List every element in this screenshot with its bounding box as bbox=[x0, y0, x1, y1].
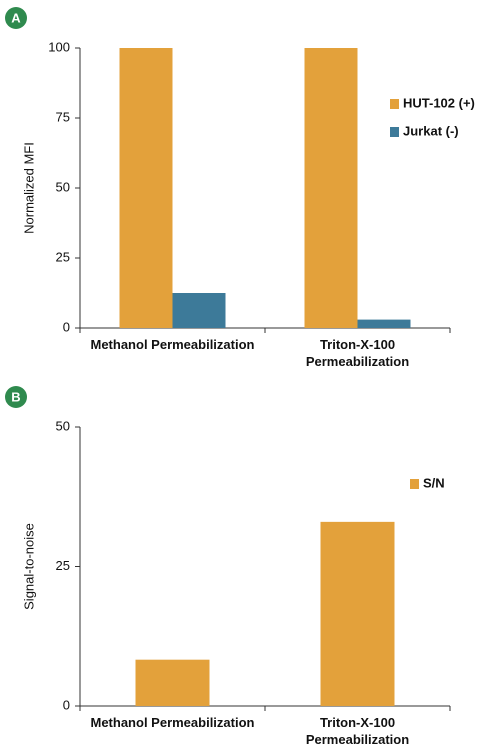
bar bbox=[320, 521, 395, 706]
y-tick-label: 25 bbox=[56, 249, 70, 264]
bar bbox=[172, 293, 226, 328]
x-tick-label: Triton-X-100 Permeabilization bbox=[305, 337, 410, 369]
legend-swatch bbox=[390, 99, 399, 109]
x-tick-label: Methanol Permeabilization bbox=[90, 715, 255, 730]
y-axis-label: Normalized MFI bbox=[21, 142, 36, 234]
y-tick-label: 50 bbox=[56, 418, 70, 433]
x-tick-label: Triton-X-100 Permeabilization bbox=[305, 715, 410, 747]
panel-badge bbox=[5, 386, 27, 408]
panel-badge bbox=[5, 7, 27, 29]
bar bbox=[119, 48, 173, 328]
x-tick-label: Methanol Permeabilization bbox=[90, 337, 255, 352]
bar bbox=[304, 48, 358, 328]
y-tick-label: 0 bbox=[63, 697, 70, 712]
legend-label: HUT-102 (+) bbox=[403, 95, 475, 110]
legend-label: S/N bbox=[423, 475, 445, 490]
bar bbox=[135, 659, 210, 706]
legend-swatch bbox=[390, 127, 399, 137]
y-tick-label: 100 bbox=[48, 39, 70, 54]
legend-label: Jurkat (-) bbox=[403, 123, 459, 138]
y-tick-label: 25 bbox=[56, 558, 70, 573]
panel-label: A bbox=[11, 10, 21, 25]
legend-swatch bbox=[410, 479, 419, 489]
bar bbox=[357, 319, 411, 328]
y-axis-label: Signal-to-noise bbox=[21, 523, 36, 610]
y-tick-label: 50 bbox=[56, 179, 70, 194]
y-tick-label: 75 bbox=[56, 109, 70, 124]
panel-label: B bbox=[11, 389, 20, 404]
y-tick-label: 0 bbox=[63, 319, 70, 334]
